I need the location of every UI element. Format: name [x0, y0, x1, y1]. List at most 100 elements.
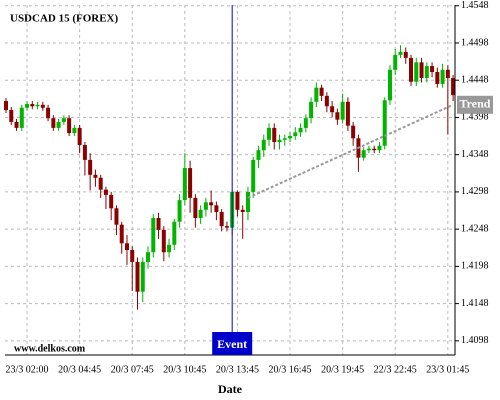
- candle-body: [93, 174, 98, 178]
- plot-area: [5, 5, 455, 355]
- y-tick-label: 1.4348: [461, 149, 489, 160]
- candle-body: [109, 194, 114, 209]
- candle-body: [372, 148, 377, 151]
- candle-body: [351, 125, 356, 139]
- candle-body: [340, 101, 345, 120]
- candle-body: [61, 118, 66, 122]
- candle-body: [67, 118, 72, 134]
- candle-body: [130, 250, 135, 262]
- candle-body: [182, 168, 187, 201]
- candle-body: [361, 150, 366, 158]
- candle-body: [51, 118, 56, 128]
- candle-body: [377, 145, 382, 151]
- x-tick-label: 22/3 22:45: [374, 364, 417, 375]
- candle-body: [214, 205, 219, 213]
- candle-body: [393, 54, 398, 70]
- candle-body: [430, 66, 435, 73]
- candle-body: [167, 244, 172, 253]
- candle-body: [419, 62, 424, 78]
- candle-body: [156, 217, 161, 230]
- overlay: [231, 5, 454, 355]
- candle-body: [124, 243, 129, 250]
- candle-body: [9, 110, 14, 122]
- candle-body: [30, 104, 35, 107]
- candle-body: [188, 168, 193, 198]
- candle-body: [382, 100, 387, 146]
- candle-body: [224, 226, 229, 228]
- candle-body: [40, 104, 45, 108]
- candle-body: [219, 212, 224, 227]
- candle-body: [288, 136, 293, 139]
- candle-body: [251, 159, 256, 192]
- candle-body: [445, 69, 450, 78]
- x-tick-label: 20/3 07:45: [111, 364, 154, 375]
- candle-body: [77, 127, 82, 145]
- candle-body: [103, 189, 108, 195]
- candle-body: [119, 224, 124, 244]
- y-tick-label: 1.4298: [461, 186, 489, 197]
- marks: [4, 45, 456, 310]
- candle-body: [209, 202, 214, 206]
- candle-body: [114, 208, 119, 225]
- candle-body: [314, 87, 319, 102]
- y-tick-label: 1.4498: [461, 37, 489, 48]
- candle-body: [277, 139, 282, 143]
- candle-body: [387, 69, 392, 101]
- candle-body: [345, 101, 350, 126]
- x-tick-label: 23/3 01:45: [426, 364, 469, 375]
- candle-body: [46, 107, 51, 119]
- candle-body: [414, 62, 419, 82]
- candle-body: [98, 177, 103, 190]
- x-axis-title: Date: [218, 382, 243, 396]
- candle-body: [256, 150, 261, 160]
- candle-body: [135, 261, 140, 292]
- candle-body: [88, 159, 93, 175]
- candle-body: [56, 121, 61, 128]
- candle-body: [330, 106, 335, 113]
- candle-body: [177, 200, 182, 222]
- candle-body: [272, 127, 277, 143]
- candle-body: [172, 221, 177, 245]
- chart-title: USDCAD 15 (FOREX): [10, 13, 119, 25]
- candle-body: [140, 261, 145, 292]
- candle-body: [303, 118, 308, 128]
- x-tick-label: 20/3 19:45: [321, 364, 364, 375]
- trend-label: Trend: [460, 97, 491, 111]
- watermark: www.delkos.com: [14, 343, 86, 354]
- x-tick-label: 23/3 02:00: [6, 364, 49, 375]
- candle-body: [335, 112, 340, 120]
- candle-body: [424, 66, 429, 78]
- candle-body: [4, 101, 8, 110]
- y-tick-label: 1.4098: [461, 335, 489, 346]
- candle-body: [366, 148, 371, 151]
- candle-body: [409, 57, 414, 82]
- x-tick-label: 20/3 13:45: [216, 364, 259, 375]
- candle-body: [293, 132, 298, 137]
- candle-body: [72, 127, 77, 134]
- candle-body: [245, 191, 250, 213]
- candle-body: [151, 217, 156, 253]
- candle-body: [193, 197, 198, 218]
- event-label-box: [212, 332, 253, 355]
- candle-body: [282, 138, 287, 140]
- candle-body: [25, 104, 30, 108]
- candle-body: [235, 191, 240, 210]
- candle-body: [319, 87, 324, 96]
- x-tick-label: 20/3 04:45: [58, 364, 101, 375]
- candle-body: [309, 101, 314, 119]
- trend-line: [247, 103, 454, 199]
- y-tick-label: 1.4148: [461, 298, 489, 309]
- candle-body: [198, 209, 203, 218]
- candle-body: [14, 121, 19, 128]
- candle-body: [451, 77, 456, 96]
- candle-body: [398, 51, 403, 55]
- x-tick-label: 20/3 16:45: [269, 364, 312, 375]
- candle-body: [403, 51, 408, 58]
- candle-body: [440, 69, 445, 84]
- candle-body: [267, 127, 271, 140]
- x-tick-label: 20/3 10:45: [163, 364, 206, 375]
- candle-body: [19, 107, 24, 128]
- candle-body: [161, 229, 166, 253]
- y-tick-label: 1.4198: [461, 261, 489, 272]
